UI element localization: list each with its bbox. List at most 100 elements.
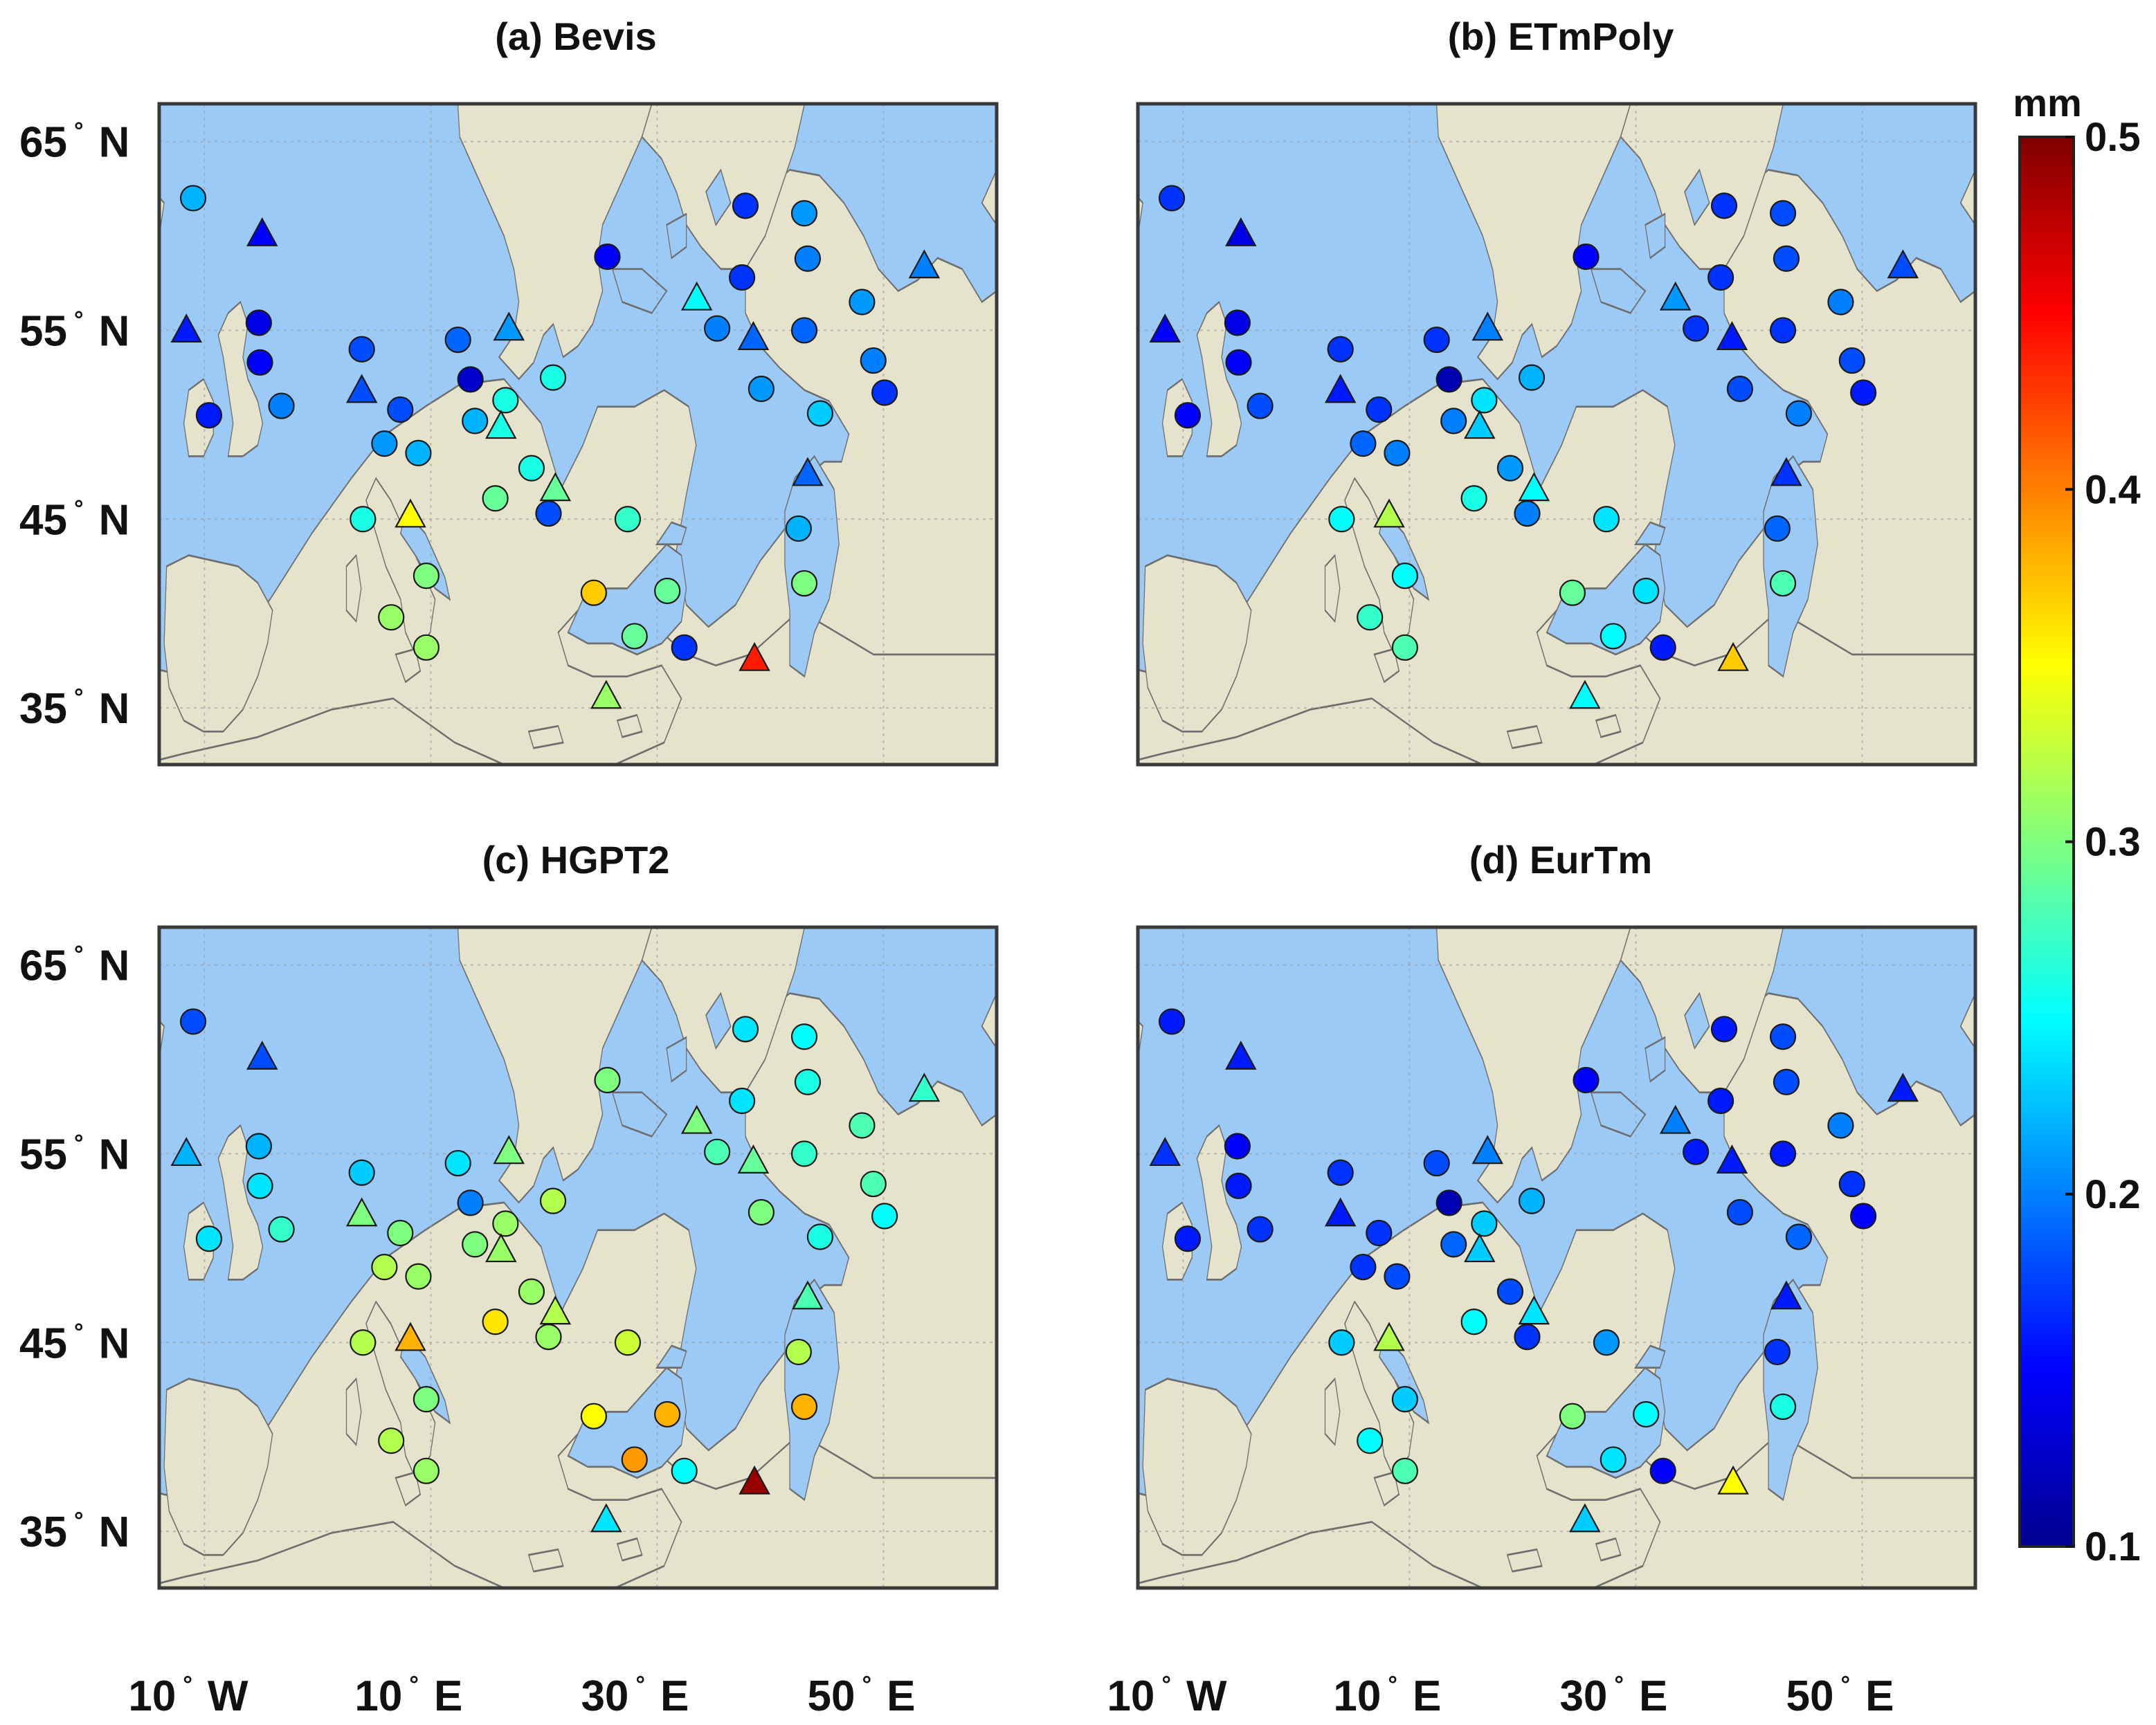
station-triangle-marker bbox=[395, 1322, 426, 1351]
station-circle-marker bbox=[1773, 1068, 1800, 1095]
station-circle-marker bbox=[790, 317, 818, 344]
station-circle-marker bbox=[1559, 1403, 1586, 1430]
station-circle-marker bbox=[1707, 264, 1734, 291]
station-circle-marker bbox=[1769, 200, 1797, 227]
station-circle-marker bbox=[1593, 1329, 1620, 1356]
colorbar-tick-label: 0.5 bbox=[2085, 115, 2141, 160]
station-circle-marker bbox=[1764, 515, 1791, 542]
station-circle-marker bbox=[1600, 623, 1627, 650]
station-circle-marker bbox=[1247, 1216, 1274, 1243]
station-triangle-marker bbox=[1149, 1137, 1181, 1167]
station-triangle-marker bbox=[1659, 1104, 1692, 1134]
station-circle-marker bbox=[387, 1219, 414, 1247]
station-circle-marker bbox=[1423, 1149, 1450, 1177]
station-circle-marker bbox=[1384, 1263, 1411, 1290]
station-circle-marker bbox=[539, 364, 567, 391]
station-circle-marker bbox=[1357, 604, 1384, 631]
station-circle-marker bbox=[1391, 563, 1418, 590]
station-circle-marker bbox=[492, 1210, 519, 1237]
station-circle-marker bbox=[1350, 1254, 1377, 1281]
station-circle-marker bbox=[1773, 245, 1800, 272]
map-frame bbox=[157, 102, 999, 767]
station-triangle-marker bbox=[1471, 1135, 1504, 1165]
lat-tick-label: 55 ° N bbox=[19, 307, 129, 355]
station-triangle-marker bbox=[1225, 217, 1257, 246]
station-triangle-marker bbox=[908, 1073, 941, 1102]
station-triangle-marker bbox=[1659, 281, 1692, 311]
colorbar-tick-label: 0.3 bbox=[2085, 820, 2141, 865]
station-circle-marker bbox=[539, 1187, 567, 1214]
station-circle-marker bbox=[444, 326, 471, 354]
station-circle-marker bbox=[871, 379, 898, 406]
station-circle-marker bbox=[1366, 1219, 1393, 1247]
station-circle-marker bbox=[728, 264, 756, 291]
station-circle-marker bbox=[1827, 1112, 1854, 1139]
station-triangle-marker bbox=[1464, 1233, 1496, 1263]
station-circle-marker bbox=[1174, 1225, 1202, 1252]
lat-tick-label: 35 ° N bbox=[19, 684, 129, 733]
station-triangle-marker bbox=[739, 641, 770, 671]
station-circle-marker bbox=[594, 243, 621, 271]
station-triangle-marker bbox=[1887, 249, 1919, 279]
station-circle-marker bbox=[378, 604, 405, 631]
station-circle-marker bbox=[1559, 579, 1586, 606]
station-circle-marker bbox=[387, 396, 414, 423]
station-circle-marker bbox=[654, 577, 681, 605]
panel-d-title: (d) EurTm bbox=[1469, 838, 1652, 882]
station-circle-marker bbox=[1225, 349, 1252, 376]
station-triangle-marker bbox=[1518, 1295, 1550, 1325]
station-circle-marker bbox=[1633, 1400, 1660, 1428]
station-circle-marker bbox=[1683, 315, 1710, 342]
lon-tick-label: 50 ° E bbox=[807, 1672, 915, 1720]
station-triangle-marker bbox=[737, 1144, 770, 1174]
station-circle-marker bbox=[1769, 1140, 1797, 1167]
station-circle-marker bbox=[245, 1133, 272, 1160]
station-triangle-marker bbox=[680, 1104, 713, 1134]
station-circle-marker bbox=[1174, 402, 1202, 429]
station-circle-marker bbox=[1460, 1308, 1487, 1335]
station-circle-marker bbox=[1683, 1138, 1710, 1165]
colorbar-unit: mm bbox=[2013, 81, 2082, 125]
station-circle-marker bbox=[1769, 569, 1797, 597]
station-circle-marker bbox=[794, 1068, 822, 1095]
station-circle-marker bbox=[849, 1112, 876, 1139]
station-triangle-marker bbox=[1518, 472, 1550, 502]
station-triangle-marker bbox=[1716, 1144, 1748, 1174]
station-circle-marker bbox=[492, 387, 519, 414]
station-circle-marker bbox=[1514, 500, 1541, 527]
station-circle-marker bbox=[1391, 1457, 1418, 1484]
station-circle-marker bbox=[268, 1216, 295, 1243]
station-circle-marker bbox=[1224, 1133, 1251, 1160]
station-circle-marker bbox=[482, 485, 509, 512]
station-circle-marker bbox=[462, 1231, 489, 1258]
station-circle-marker bbox=[1328, 1329, 1355, 1356]
station-circle-marker bbox=[614, 506, 642, 533]
colorbar-gradient bbox=[2018, 136, 2075, 1548]
station-circle-marker bbox=[1366, 396, 1393, 423]
station-circle-marker bbox=[1850, 1203, 1877, 1230]
station-circle-marker bbox=[179, 1008, 207, 1035]
station-triangle-marker bbox=[485, 1233, 517, 1263]
colorbar-tick-label: 0.1 bbox=[2085, 1524, 2141, 1569]
map-frame bbox=[157, 925, 999, 1590]
station-circle-marker bbox=[794, 245, 822, 272]
station-triangle-marker bbox=[539, 472, 572, 502]
station-triangle-marker bbox=[345, 374, 378, 403]
station-circle-marker bbox=[748, 1198, 774, 1226]
map-panel-b bbox=[1136, 102, 1977, 767]
station-circle-marker bbox=[350, 1329, 377, 1356]
station-circle-marker bbox=[518, 1278, 545, 1305]
station-circle-marker bbox=[462, 408, 489, 435]
station-triangle-marker bbox=[1471, 311, 1504, 341]
station-circle-marker bbox=[1225, 1172, 1252, 1199]
station-triangle-marker bbox=[1373, 1322, 1405, 1351]
station-circle-marker bbox=[518, 455, 545, 482]
station-circle-marker bbox=[1726, 375, 1753, 403]
station-triangle-marker bbox=[395, 498, 426, 528]
station-circle-marker bbox=[1573, 243, 1600, 271]
station-circle-marker bbox=[671, 1457, 698, 1484]
station-triangle-marker bbox=[1887, 1073, 1919, 1102]
station-circle-marker bbox=[1710, 1016, 1738, 1043]
station-circle-marker bbox=[1496, 455, 1524, 482]
